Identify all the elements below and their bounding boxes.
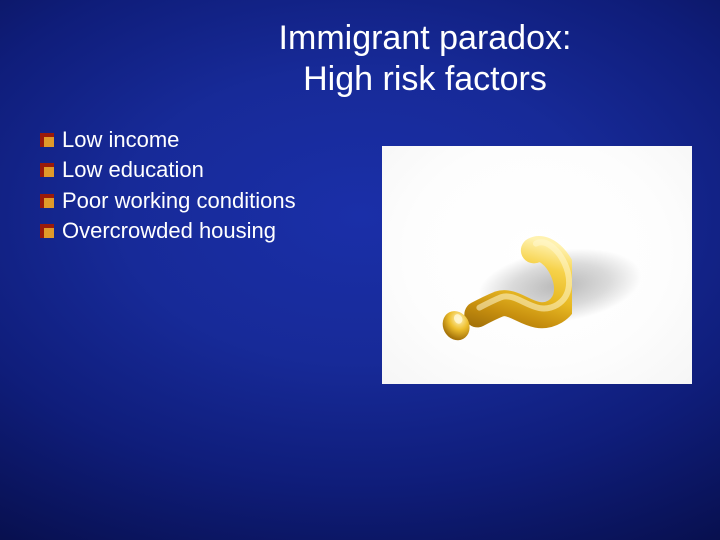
title-line-2: High risk factors	[303, 60, 547, 98]
bullet-text: Poor working conditions	[62, 187, 296, 216]
bullet-icon	[40, 194, 54, 208]
list-item: Overcrowded housing	[40, 217, 370, 246]
gold-question-mark-icon	[422, 216, 572, 366]
list-item: Low income	[40, 126, 370, 155]
list-item: Low education	[40, 156, 370, 185]
slide: Immigrant paradox: High risk factors Low…	[0, 0, 720, 540]
question-mark-image	[382, 146, 692, 384]
bullet-list: Low income Low education Poor working co…	[40, 126, 370, 384]
content-area: Low income Low education Poor working co…	[0, 112, 720, 384]
bullet-icon	[40, 163, 54, 177]
bullet-icon	[40, 224, 54, 238]
slide-title: Immigrant paradox: High risk factors	[0, 18, 720, 112]
bullet-text: Overcrowded housing	[62, 217, 276, 246]
title-line-1: Immigrant paradox:	[279, 19, 572, 57]
bullet-icon	[40, 133, 54, 147]
bullet-text: Low income	[62, 126, 179, 155]
list-item: Poor working conditions	[40, 187, 370, 216]
bullet-text: Low education	[62, 156, 204, 185]
